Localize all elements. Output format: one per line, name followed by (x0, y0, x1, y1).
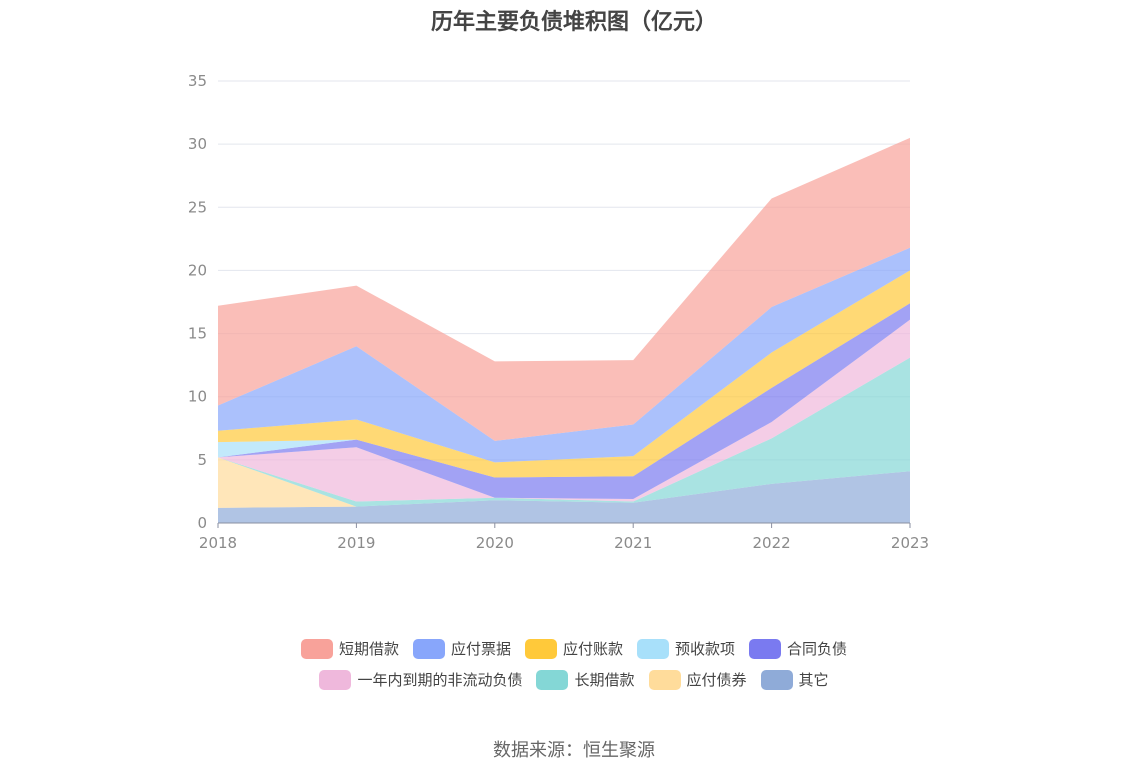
legend-item[interactable]: 长期借款 (536, 669, 635, 690)
area-series-2 (218, 357, 910, 507)
chart-title: 历年主要负债堆积图（亿元） (430, 10, 717, 35)
legend-label: 应付账款 (562, 640, 623, 658)
legend-swatch (749, 638, 782, 659)
legend-row: 短期借款 应付票据 应付账款 预收款项 合同负债 (0, 638, 1148, 659)
legend-item[interactable]: 短期借款 (300, 638, 399, 659)
legend-item[interactable]: 应付债券 (648, 669, 747, 690)
y-tick-label: 20 (188, 261, 207, 279)
y-tick-label: 15 (188, 325, 207, 343)
x-tick-label: 2019 (337, 534, 375, 552)
y-tick-label: 35 (188, 72, 207, 90)
y-tick-label: 30 (188, 135, 207, 153)
legend-swatch (412, 638, 445, 659)
legend-item[interactable]: 一年内到期的非流动负债 (319, 669, 522, 690)
legend-swatch (648, 669, 681, 690)
y-tick-label: 0 (197, 514, 207, 532)
y-tick-label: 25 (188, 198, 207, 216)
legend-label: 预收款项 (675, 640, 736, 658)
legend-label: 长期借款 (574, 671, 635, 689)
area-series (218, 137, 910, 523)
area-series-4 (218, 303, 910, 500)
area-series-7 (218, 247, 910, 463)
legend-item[interactable]: 应付账款 (524, 638, 623, 659)
legend-swatch (300, 638, 333, 659)
legend-row: 一年内到期的非流动负债 长期借款 应付债券 其它 (0, 669, 1148, 690)
x-tick-label: 2022 (753, 534, 791, 552)
legend-item[interactable]: 预收款项 (637, 638, 735, 659)
data-source: 数据来源：恒生聚源 (493, 740, 655, 761)
x-tick-label: 2018 (199, 534, 237, 552)
legend-swatch (760, 669, 793, 690)
x-tick-label: 2023 (891, 534, 929, 552)
y-tick-label: 5 (197, 451, 207, 469)
legend-label: 其它 (798, 671, 829, 689)
legend-label: 一年内到期的非流动负债 (357, 671, 523, 689)
legend-item[interactable]: 合同负债 (749, 638, 847, 659)
area-series-6 (218, 270, 910, 478)
legend-label: 合同负债 (787, 640, 848, 658)
legend-item[interactable]: 其它 (760, 669, 829, 690)
legend-swatch (524, 638, 557, 659)
area-series-0 (218, 471, 910, 523)
legend-item[interactable]: 应付票据 (412, 638, 511, 659)
legend-label: 应付票据 (450, 640, 511, 658)
legend-label: 应付债券 (686, 671, 747, 689)
y-tick-label: 10 (188, 388, 207, 406)
area-series-8 (218, 137, 910, 441)
legend-swatch (319, 669, 352, 690)
area-series-1 (218, 457, 910, 508)
axes: 0 5 10 15 20 25 30 35 2018 2019 2020 2021 2022 2023 (188, 72, 929, 552)
legend-swatch (536, 669, 569, 690)
legend-label: 短期借款 (338, 640, 399, 658)
x-tick-label: 2020 (476, 534, 514, 552)
x-tick-label: 2021 (614, 534, 652, 552)
legend: 短期借款 应付票据 应付账款 预收款项 合同负债一年内到期的非流动负债 长期借款 应付债券 其… (0, 638, 1148, 700)
legend-swatch (637, 638, 669, 659)
